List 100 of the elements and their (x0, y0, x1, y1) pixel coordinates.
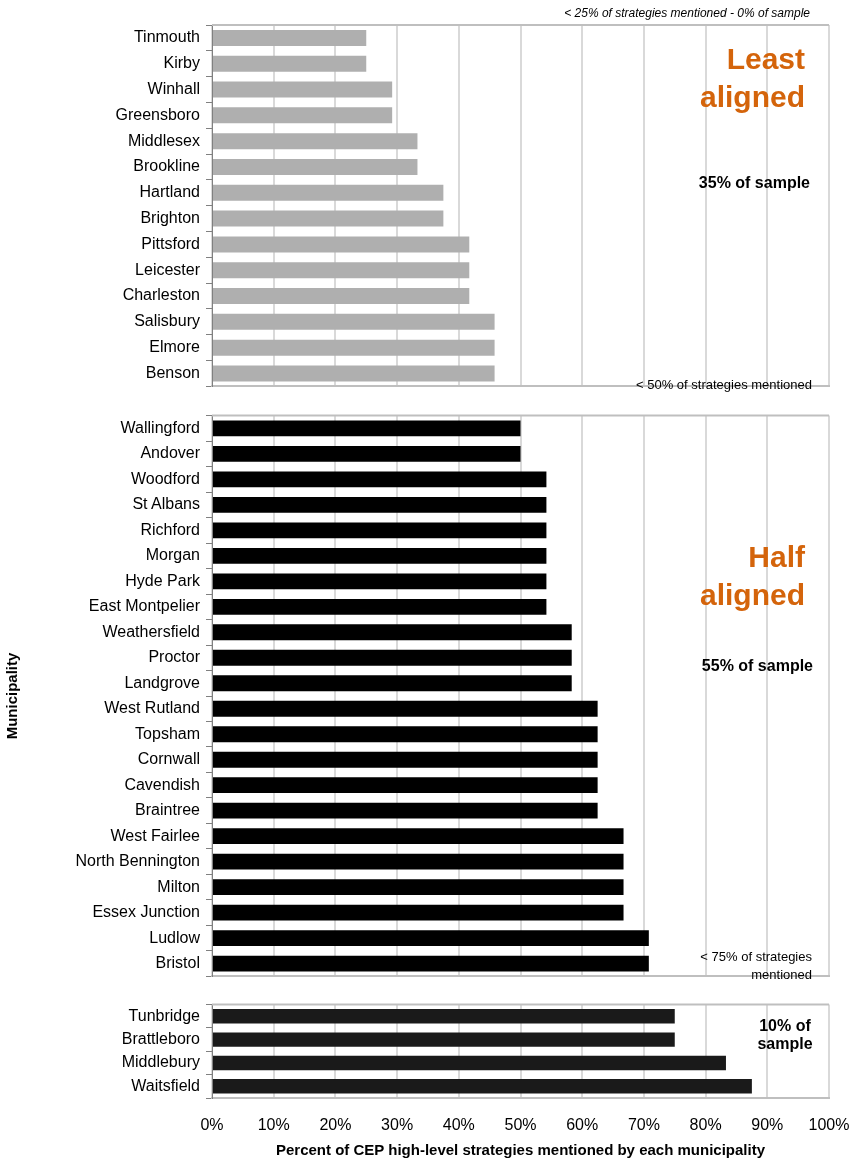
y-tick-label: Tunbridge (128, 1006, 201, 1024)
bar (213, 445, 521, 462)
y-tick-label: Pittsford (141, 234, 200, 252)
annotation: 35% of sample (698, 174, 811, 192)
bar (213, 726, 598, 743)
y-tick-label: Milton (157, 877, 200, 895)
bar (213, 751, 598, 768)
y-tick-label: Andover (140, 444, 201, 462)
y-tick-label: Middlesex (127, 131, 200, 149)
bar (213, 828, 624, 845)
y-tick-label: Charleston (122, 286, 200, 304)
x-tick-label: 20% (319, 1116, 352, 1134)
bar (213, 184, 444, 201)
y-tick-label: Ludlow (149, 928, 201, 946)
x-tick-label: 60% (566, 1116, 599, 1134)
y-tick-label: Topsham (135, 724, 200, 742)
bar (213, 522, 547, 539)
y-tick-label: Brighton (140, 209, 200, 227)
x-tick-label: 80% (689, 1116, 722, 1134)
y-tick-label: Cornwall (137, 750, 200, 768)
bar (213, 649, 572, 666)
y-tick-label: Salisbury (134, 312, 200, 330)
bar (213, 853, 624, 870)
bar (213, 313, 495, 330)
x-tick-label: 10% (257, 1116, 290, 1134)
x-tick-label: 70% (627, 1116, 660, 1134)
y-tick-label: Tinmouth (133, 28, 200, 46)
y-tick-label: Richford (140, 520, 200, 538)
y-tick-label: Woodford (130, 469, 200, 487)
y-tick-label: Morgan (145, 546, 200, 564)
bar (213, 262, 470, 279)
x-tick-label: 50% (504, 1116, 537, 1134)
bar (213, 675, 572, 692)
annotation: 10% of sample (757, 1017, 813, 1053)
annotation: Least aligned (699, 42, 805, 114)
bar (213, 1079, 752, 1094)
y-tick-label: East Montpelier (88, 597, 201, 615)
bar (213, 879, 624, 896)
y-tick-label: Weathersfield (102, 622, 200, 640)
y-tick-label: Landgrove (124, 673, 201, 691)
bar (213, 29, 367, 46)
bar (213, 598, 547, 615)
x-tick-label: 40% (442, 1116, 475, 1134)
annotation: < 75% of strategies mentioned (700, 948, 813, 982)
bar (213, 365, 495, 382)
y-tick-label: Brattleboro (121, 1030, 201, 1048)
y-tick-label: Benson (145, 363, 200, 381)
y-axis-title: Municipality (3, 652, 21, 740)
annotation: Half aligned (699, 540, 806, 612)
y-tick-label: Leicester (135, 260, 201, 278)
y-tick-label: Essex Junction (92, 903, 200, 921)
bar (213, 288, 470, 305)
y-tick-label: West Fairlee (110, 826, 201, 844)
bar (213, 339, 495, 356)
bar (213, 700, 598, 717)
y-tick-label: Elmore (149, 338, 201, 356)
x-axis-title: Percent of CEP high-level strategies mentioned by each municipality (275, 1141, 766, 1159)
bar (213, 236, 470, 253)
y-tick-label: Hyde Park (125, 571, 201, 589)
annotation: 55% of sample (701, 657, 814, 675)
bar (213, 107, 393, 124)
text: < 25% of strategies mentioned - 0% of sample (564, 6, 811, 21)
bar (213, 547, 547, 564)
bar (213, 573, 547, 590)
x-tick-label: 30% (381, 1116, 414, 1134)
bar (213, 624, 572, 641)
bar (213, 955, 649, 972)
y-tick-label: Cavendish (124, 775, 200, 793)
y-tick-label: Kirby (163, 54, 200, 72)
annotation: < 50% of strategies mentioned (636, 376, 812, 392)
bar (213, 81, 393, 98)
bar (213, 1055, 726, 1071)
bar (213, 471, 547, 488)
y-tick-label: North Bennington (75, 852, 200, 870)
y-tick-label: Wallingford (120, 418, 200, 436)
y-tick-label: Greensboro (115, 105, 201, 123)
bar (213, 1009, 675, 1024)
bar (213, 210, 444, 227)
y-tick-label: St Albans (132, 495, 200, 513)
y-tick-label: Hartland (139, 183, 200, 201)
y-tick-label: Winhall (147, 79, 200, 97)
bar (213, 420, 521, 437)
x-tick-label: 0% (200, 1116, 224, 1134)
bar (213, 496, 547, 513)
y-tick-label: Brookline (133, 157, 201, 175)
x-tick-label: 100% (808, 1116, 850, 1134)
y-tick-label: West Rutland (104, 699, 200, 717)
y-tick-label: Waitsfield (131, 1076, 200, 1094)
bar (213, 904, 624, 921)
bar (213, 930, 649, 947)
bar (213, 133, 418, 150)
y-tick-label: Proctor (148, 648, 201, 666)
x-tick-label: 90% (751, 1116, 784, 1134)
y-tick-label: Bristol (155, 954, 200, 972)
y-tick-label: Middlebury (121, 1053, 200, 1071)
y-tick-label: Braintree (135, 801, 201, 819)
bar (213, 55, 367, 72)
bar (213, 158, 418, 175)
bar (213, 1032, 675, 1047)
bar (213, 777, 598, 794)
